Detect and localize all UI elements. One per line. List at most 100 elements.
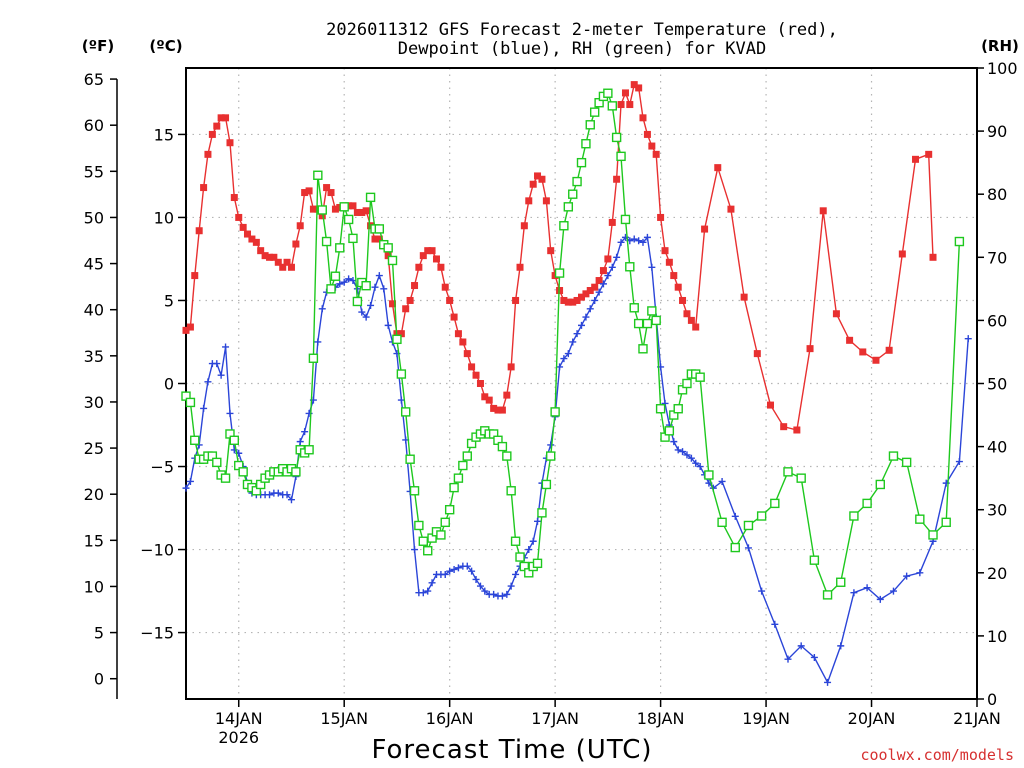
temperature-point xyxy=(287,263,295,271)
temperature-point xyxy=(200,184,208,192)
temperature-point xyxy=(604,255,612,263)
rh-tick-label: 70 xyxy=(987,248,1007,267)
temperature-point xyxy=(239,223,247,231)
rh-point xyxy=(383,243,393,253)
dewpoint-point xyxy=(490,590,498,598)
rh-point xyxy=(638,344,648,354)
temperature-point xyxy=(428,247,436,255)
dewpoint-point xyxy=(630,235,638,243)
dewpoint-point xyxy=(560,355,568,363)
rh-point xyxy=(770,498,780,509)
rh-point xyxy=(238,467,248,477)
rh-point xyxy=(497,441,508,452)
rh-point xyxy=(546,451,556,461)
temperature-point xyxy=(327,189,335,197)
date-tick-label: 18JAN xyxy=(637,709,685,728)
rh-point xyxy=(572,176,582,187)
dewpoint-point xyxy=(797,642,805,650)
temperature-point xyxy=(643,130,651,138)
temperature-point xyxy=(270,253,278,261)
celsius-tick-label: −15 xyxy=(140,624,174,643)
temperature-point xyxy=(424,247,432,255)
rh-point xyxy=(453,473,464,483)
rh-point xyxy=(220,473,231,483)
rh-tick-label: 60 xyxy=(987,311,1007,330)
rh-point xyxy=(901,457,912,468)
temperature-point xyxy=(520,222,528,230)
temperature-point xyxy=(674,283,682,291)
fahrenheit-tick-label: 40 xyxy=(84,301,104,320)
rh-point xyxy=(396,369,407,379)
temperature-point xyxy=(498,406,506,414)
temperature-point xyxy=(279,263,287,271)
temperature-point xyxy=(599,267,607,275)
rh-point xyxy=(387,255,398,266)
temperature-point xyxy=(411,282,419,290)
dewpoint-point xyxy=(217,371,225,379)
fahrenheit-tick-label: 30 xyxy=(84,393,104,412)
dewpoint-point xyxy=(204,378,212,386)
temperature-point xyxy=(296,222,304,230)
rh-point xyxy=(611,132,622,143)
temperature-point xyxy=(661,247,669,255)
temperature-point xyxy=(283,258,291,266)
temperature-point xyxy=(441,283,449,291)
temperature-point xyxy=(819,207,827,215)
rh-point xyxy=(796,473,806,483)
dewpoint-point xyxy=(454,564,462,572)
temperature-point xyxy=(912,155,920,163)
temperature-point xyxy=(780,423,788,431)
temperature-point xyxy=(301,189,309,197)
rh-point xyxy=(541,479,552,490)
dewpoint-point xyxy=(889,587,897,595)
dewpoint-point xyxy=(591,296,599,304)
dewpoint-point xyxy=(964,335,972,343)
temperature-point xyxy=(419,252,427,260)
celsius-tick-label: 10 xyxy=(154,208,174,227)
dewpoint-point xyxy=(648,263,656,271)
rh-tick-label: 20 xyxy=(987,564,1007,583)
fahrenheit-tick-label: 35 xyxy=(84,347,104,366)
rh-point xyxy=(212,457,222,468)
dewpoint-point xyxy=(784,655,792,663)
temperature-point xyxy=(446,296,454,304)
rh-point xyxy=(568,189,578,199)
date-tick-label: 19JAN xyxy=(742,709,790,728)
series-layer xyxy=(181,81,972,686)
dewpoint-point xyxy=(358,308,366,316)
dewpoint-point xyxy=(512,570,520,578)
celsius-tick-label: −10 xyxy=(140,541,174,560)
dewpoint-point xyxy=(679,448,687,456)
dewpoint-point xyxy=(468,567,476,575)
temperature-point xyxy=(885,346,893,354)
dewpoint-point xyxy=(287,496,295,504)
temperature-point xyxy=(635,84,643,92)
temperature-point xyxy=(679,296,687,304)
rh-point xyxy=(743,520,754,531)
temperature-point xyxy=(468,363,476,371)
fahrenheit-tick-label: 50 xyxy=(84,208,104,227)
dewpoint-point xyxy=(903,572,911,580)
rh-point xyxy=(502,451,512,461)
dewpoint-point xyxy=(617,238,625,246)
dewpoint-point xyxy=(336,280,344,288)
celsius-tick-label: 15 xyxy=(154,125,174,144)
temperature-point xyxy=(450,313,458,321)
rh-point xyxy=(361,280,371,291)
rh-point xyxy=(326,284,336,294)
temperature-point xyxy=(740,293,748,301)
rh-point xyxy=(655,404,666,414)
temperature-point xyxy=(362,207,370,215)
dewpoint-point xyxy=(375,272,383,280)
rh-point xyxy=(620,214,631,225)
dewpoint-point xyxy=(186,477,194,485)
temperature-point xyxy=(389,300,397,308)
rh-point xyxy=(190,435,200,445)
temperature-point xyxy=(578,293,585,301)
temperature-point xyxy=(349,202,357,210)
fahrenheit-unit-label: (ºF) xyxy=(82,37,114,55)
rh-point xyxy=(436,530,446,540)
temperature-point xyxy=(252,238,260,246)
dewpoint-point xyxy=(534,517,542,525)
